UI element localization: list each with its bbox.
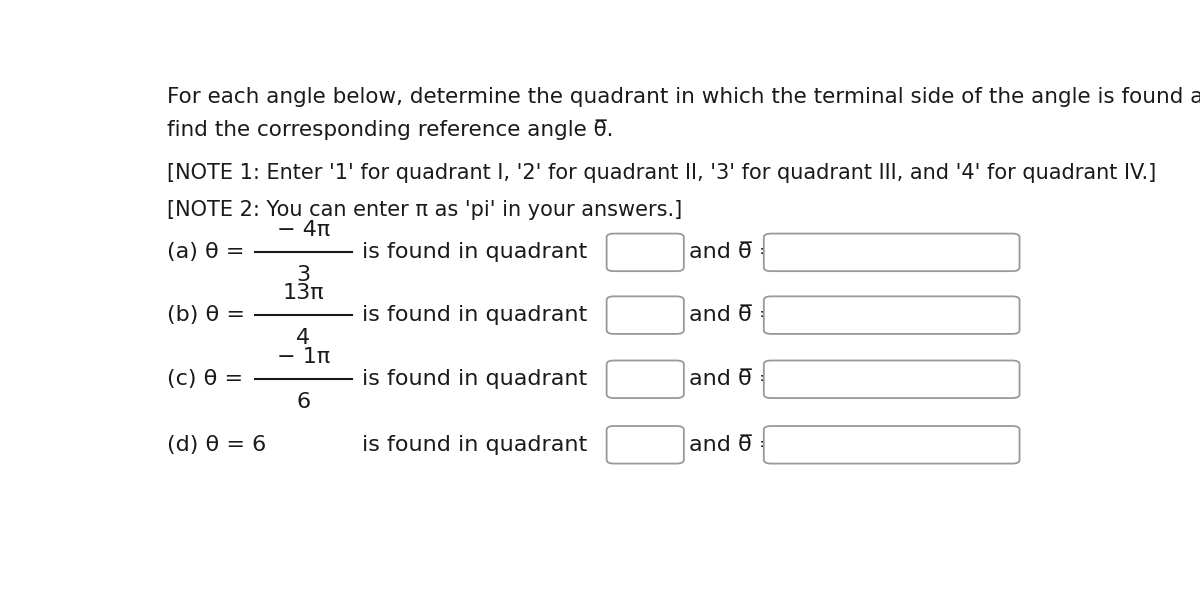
Text: and θ̅ =: and θ̅ =: [689, 435, 778, 455]
Text: find the corresponding reference angle θ̅.: find the corresponding reference angle θ…: [167, 120, 613, 140]
Text: [NOTE 2: You can enter π as 'pi' in your answers.]: [NOTE 2: You can enter π as 'pi' in your…: [167, 200, 682, 220]
Text: is found in quadrant: is found in quadrant: [362, 242, 587, 262]
Text: (d) θ = 6: (d) θ = 6: [167, 435, 266, 455]
Text: and θ̅ =: and θ̅ =: [689, 242, 778, 262]
Text: − 1π: − 1π: [277, 347, 330, 367]
Text: and θ̅ =: and θ̅ =: [689, 369, 778, 389]
FancyBboxPatch shape: [607, 296, 684, 334]
FancyBboxPatch shape: [764, 361, 1020, 398]
Text: is found in quadrant: is found in quadrant: [362, 435, 587, 455]
Text: [NOTE 1: Enter '1' for quadrant I, '2' for quadrant II, '3' for quadrant III, an: [NOTE 1: Enter '1' for quadrant I, '2' f…: [167, 163, 1156, 183]
Text: − 4π: − 4π: [277, 220, 330, 240]
FancyBboxPatch shape: [607, 361, 684, 398]
Text: (b) θ =: (b) θ =: [167, 305, 245, 325]
FancyBboxPatch shape: [764, 234, 1020, 271]
Text: 6: 6: [296, 392, 311, 412]
Text: (c) θ =: (c) θ =: [167, 369, 242, 389]
Text: is found in quadrant: is found in quadrant: [362, 369, 587, 389]
Text: For each angle below, determine the quadrant in which the terminal side of the a: For each angle below, determine the quad…: [167, 87, 1200, 108]
FancyBboxPatch shape: [607, 234, 684, 271]
FancyBboxPatch shape: [764, 296, 1020, 334]
Text: 3: 3: [296, 265, 311, 285]
FancyBboxPatch shape: [607, 426, 684, 464]
Text: is found in quadrant: is found in quadrant: [362, 305, 587, 325]
Text: 4: 4: [296, 327, 311, 347]
Text: and θ̅ =: and θ̅ =: [689, 305, 778, 325]
Text: (a) θ =: (a) θ =: [167, 242, 245, 262]
FancyBboxPatch shape: [764, 426, 1020, 464]
Text: 13π: 13π: [283, 283, 324, 303]
